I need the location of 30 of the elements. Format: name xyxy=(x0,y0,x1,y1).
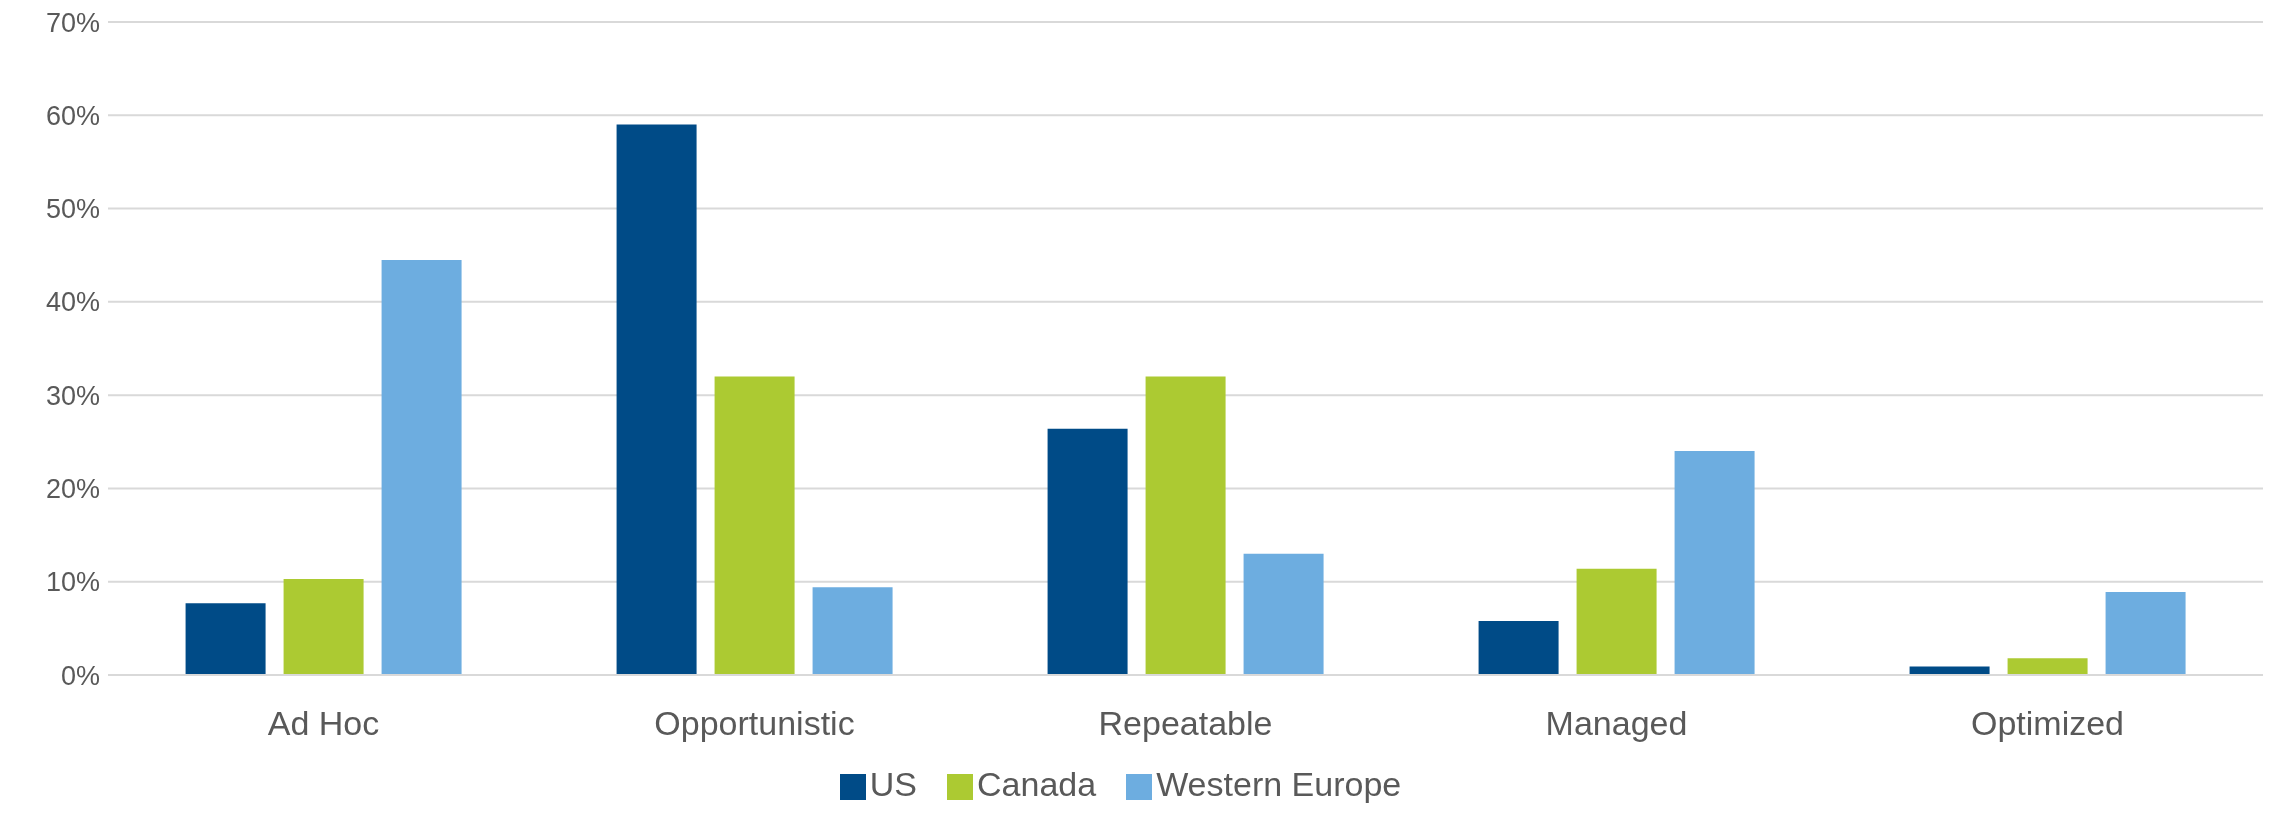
bar xyxy=(1674,451,1755,675)
y-tick-label: 10% xyxy=(45,567,100,598)
x-tick-label: Ad Hoc xyxy=(267,704,380,743)
y-tick-label: 20% xyxy=(45,474,100,505)
bar xyxy=(1243,553,1324,675)
bar xyxy=(714,376,795,675)
bar xyxy=(1576,568,1657,675)
x-tick-label: Managed xyxy=(1545,704,1688,743)
bar xyxy=(381,259,462,675)
bar xyxy=(1478,620,1559,675)
x-tick-label: Repeatable xyxy=(1098,704,1273,743)
bar xyxy=(616,124,697,675)
legend-label: US xyxy=(869,765,918,803)
bar xyxy=(185,603,266,675)
bar xyxy=(2105,591,2186,675)
bar xyxy=(1047,428,1128,675)
y-tick-label: 60% xyxy=(45,100,100,131)
bar xyxy=(1145,376,1226,675)
x-tick-label: Opportunistic xyxy=(654,704,855,743)
bar xyxy=(283,578,364,675)
y-tick-label: 40% xyxy=(45,287,100,318)
y-tick-label: 0% xyxy=(60,660,100,691)
bar xyxy=(812,587,893,675)
legend-label: Western Europe xyxy=(1156,765,1402,803)
bar xyxy=(2007,658,2088,675)
y-tick-label: 30% xyxy=(45,380,100,411)
legend-label: Canada xyxy=(977,765,1097,803)
y-tick-label: 70% xyxy=(45,7,100,38)
x-tick-label: Optimized xyxy=(1970,704,2125,743)
y-tick-label: 50% xyxy=(45,194,100,225)
